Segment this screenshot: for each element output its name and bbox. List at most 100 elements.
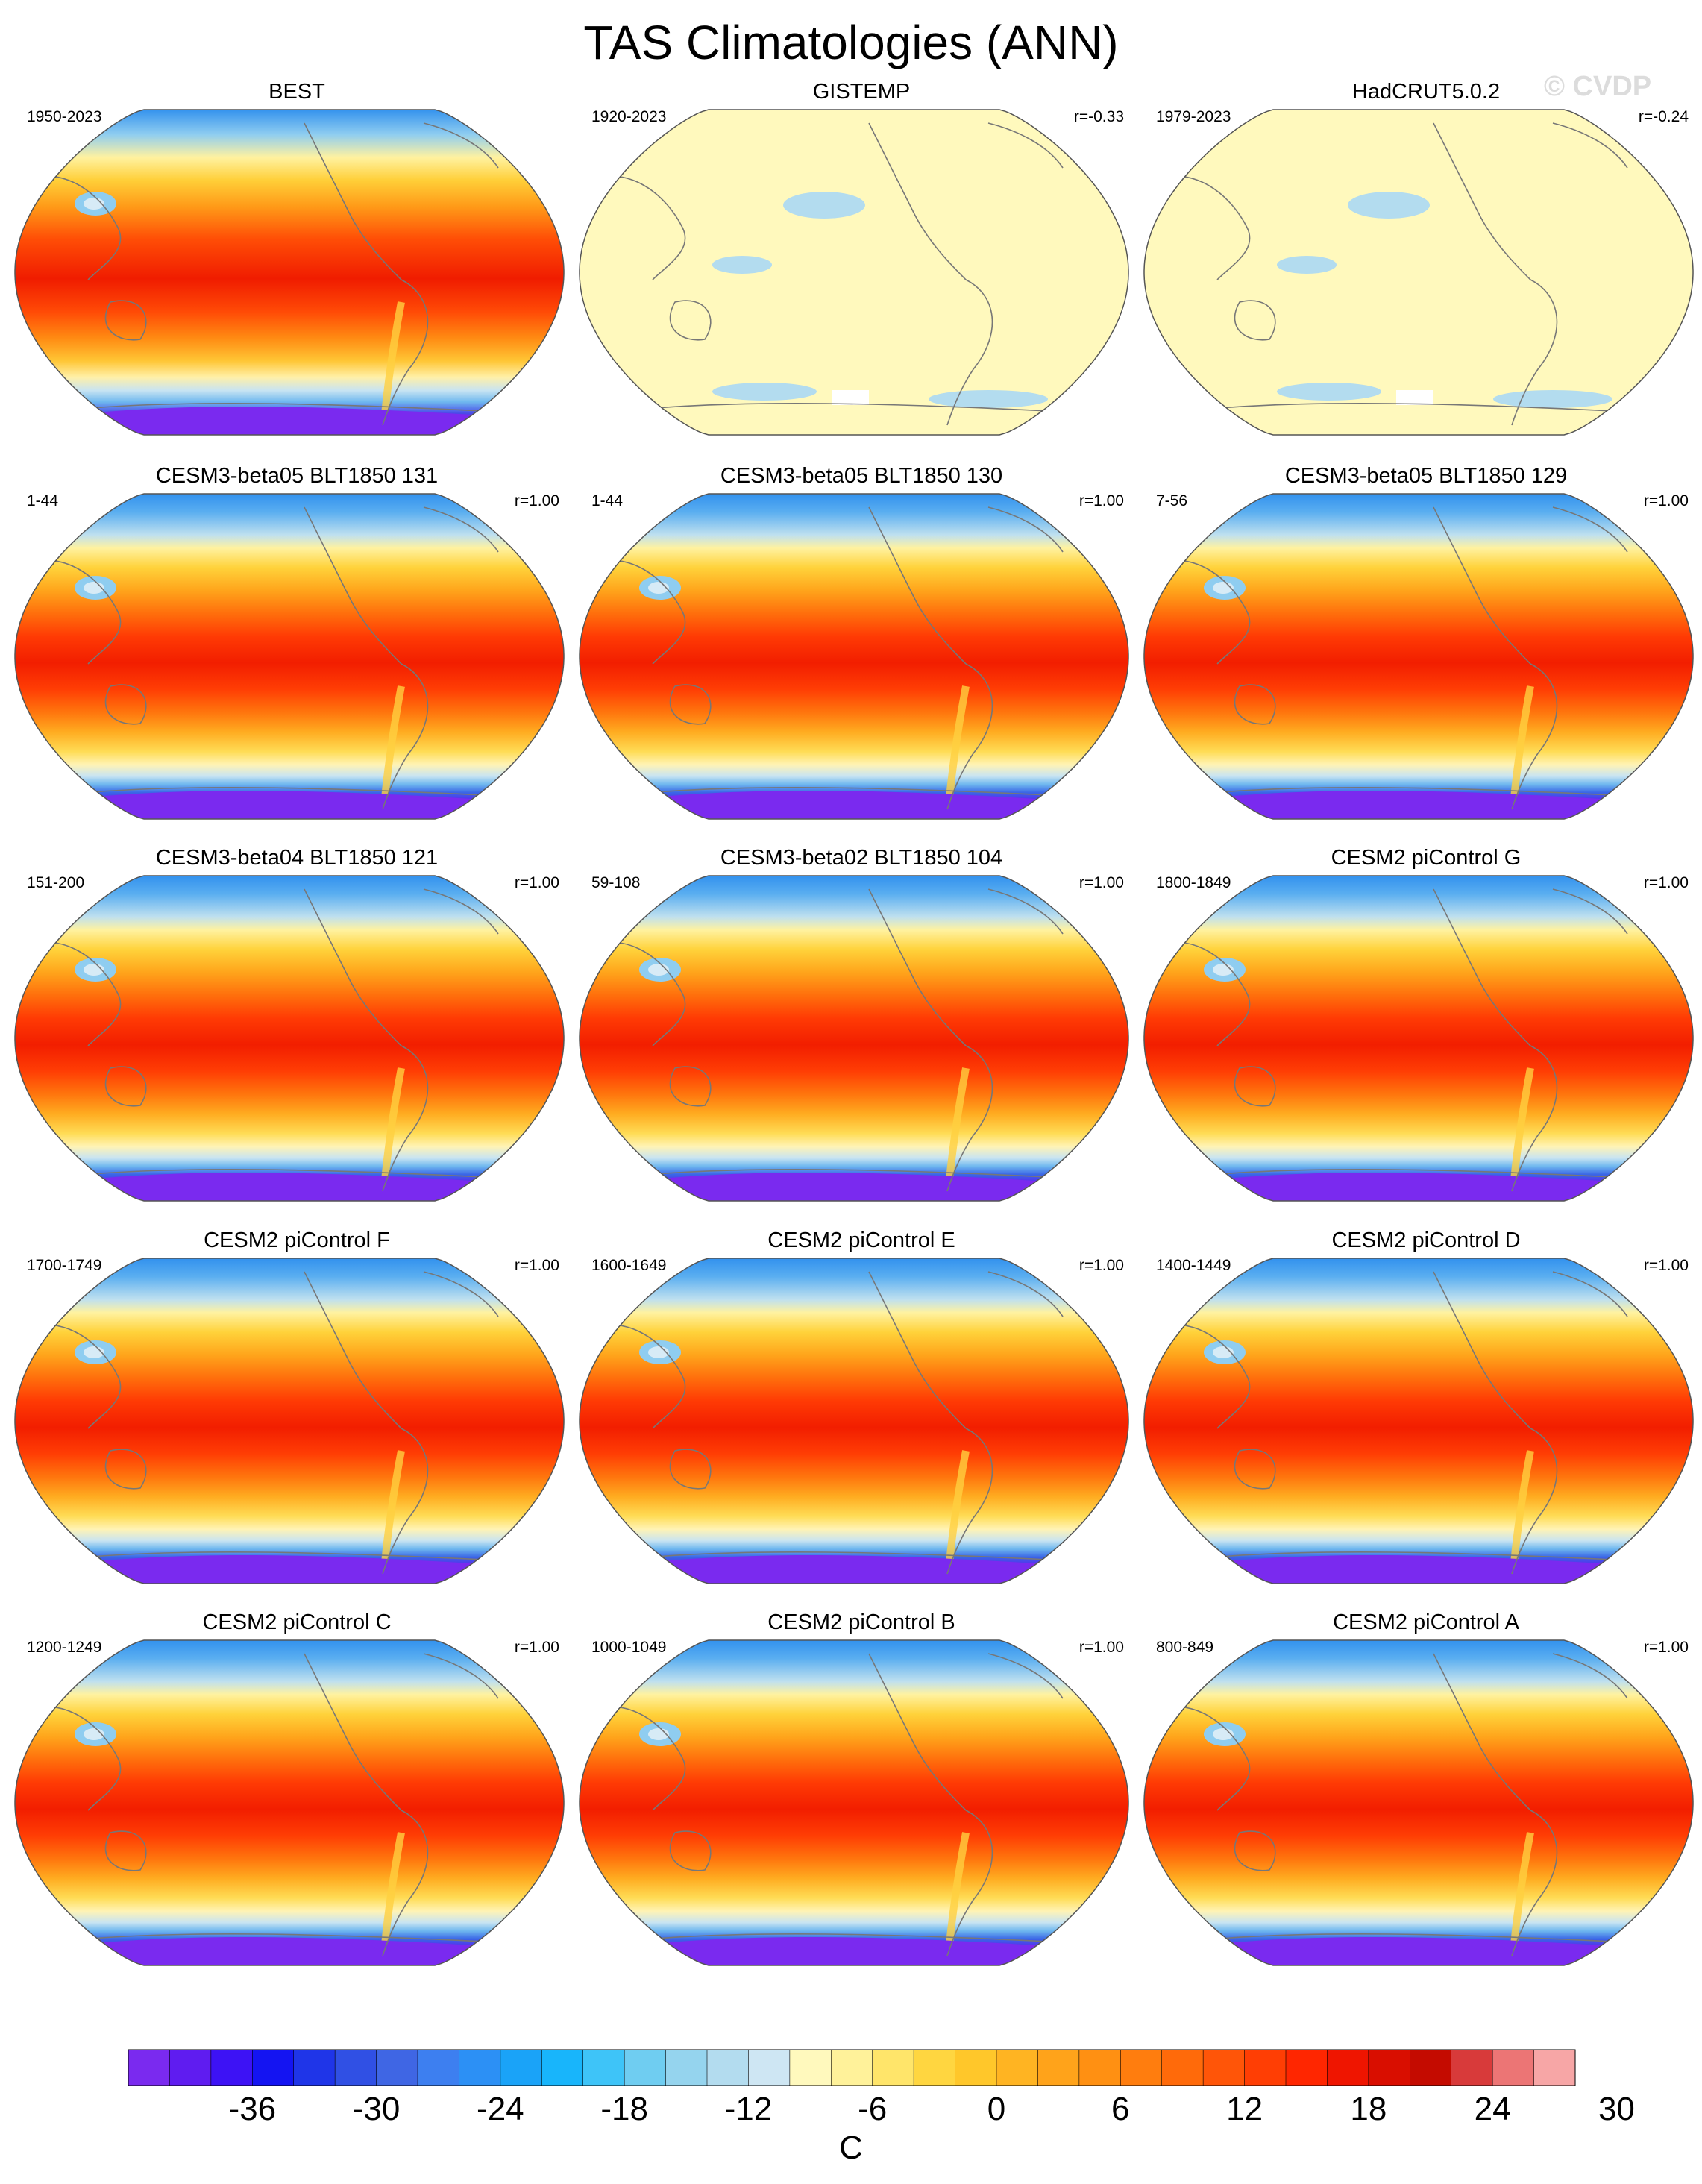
map-canvas <box>14 1639 565 1966</box>
panel-period: 1920-2023 <box>591 108 667 125</box>
map-outline <box>1143 875 1694 1202</box>
colorbar-frame <box>128 2049 1576 2086</box>
panel-period: 1979-2023 <box>1156 108 1231 125</box>
map-panel: CESM3-beta04 BLT1850 121 151-200 r=1.00 <box>13 846 580 1219</box>
antarctic-ice <box>51 791 528 819</box>
panel-title: CESM2 piControl F <box>204 1228 390 1252</box>
colorbar-swatch <box>1161 2050 1204 2086</box>
panel-period: 1950-2023 <box>27 108 102 125</box>
panel-title: CESM3-beta05 BLT1850 131 <box>155 464 439 488</box>
colorbar-tick-label: 24 <box>1475 2091 1511 2127</box>
colorbar-swatch <box>169 2050 212 2086</box>
antarctic-ice <box>1180 1937 1657 1965</box>
colorbar-swatch <box>459 2050 501 2086</box>
colorbar-swatch <box>748 2050 791 2086</box>
colorbar-swatch <box>1203 2050 1246 2086</box>
map-canvas <box>579 875 1129 1202</box>
map-outline <box>1143 1258 1694 1584</box>
panel-period: 7-56 <box>1156 492 1188 509</box>
map-panel: CESM3-beta05 BLT1850 129 7-56 r=1.00 <box>1143 464 1702 837</box>
map-panel: CESM2 piControl C 1200-1249 r=1.00 <box>13 1610 580 1983</box>
map-panel: CESM2 piControl G 1800-1849 r=1.00 <box>1143 846 1702 1219</box>
panel-title: BEST <box>269 80 325 104</box>
map-canvas <box>14 109 565 436</box>
colorbar-swatch <box>1120 2050 1163 2086</box>
map-canvas <box>1143 109 1694 436</box>
panel-correlation: r=1.00 <box>1643 1257 1689 1274</box>
colorbar-tick-label: 30 <box>1598 2091 1635 2127</box>
antarctic-ice <box>1180 791 1657 819</box>
colorbar-swatch <box>252 2050 295 2086</box>
map-panel: BEST 1950-2023 <box>13 80 580 453</box>
map-canvas <box>1143 493 1694 820</box>
panel-correlation: r=1.00 <box>1643 492 1689 509</box>
map-canvas <box>1143 1639 1694 1966</box>
figure-title: TAS Climatologies (ANN) <box>583 16 1119 69</box>
panel-correlation: r=1.00 <box>1078 874 1124 891</box>
map-canvas <box>579 493 1129 820</box>
colorbar-swatch <box>1078 2050 1121 2086</box>
colorbar-swatch <box>293 2050 336 2086</box>
map-panel: CESM2 piControl E 1600-1649 r=1.00 <box>578 1228 1145 1601</box>
colorbar-tick-label: 18 <box>1350 2091 1387 2127</box>
antarctic-ice <box>51 407 528 435</box>
temperature-field <box>580 1258 1128 1584</box>
map-canvas <box>1143 875 1694 1202</box>
colorbar-swatch <box>1451 2050 1493 2086</box>
colorbar-swatch <box>1368 2050 1410 2086</box>
panel-period: 1-44 <box>591 492 624 509</box>
temperature-field <box>580 494 1128 819</box>
colorbar-tick-label: 12 <box>1226 2091 1263 2127</box>
panel-title: CESM2 piControl B <box>767 1610 955 1634</box>
colorbar-tick-label: -12 <box>725 2091 773 2127</box>
antarctic-ice <box>615 1555 1093 1584</box>
map-panel: HadCRUT5.0.2 1979-2023 r=-0.24 <box>1143 80 1702 453</box>
colorbar-swatch <box>665 2050 708 2086</box>
panel-correlation: r=1.00 <box>1078 492 1124 509</box>
colorbar-swatch <box>210 2050 253 2086</box>
panel-title: HadCRUT5.0.2 <box>1351 80 1501 104</box>
panel-title: CESM3-beta02 BLT1850 104 <box>720 846 1003 870</box>
temperature-field <box>1144 1258 1693 1584</box>
temperature-field <box>1144 1640 1693 1965</box>
panel-correlation: r=1.00 <box>514 1639 559 1656</box>
anomaly-field <box>580 110 1128 435</box>
map-outline <box>14 875 565 1202</box>
colorbar-swatch <box>128 2050 170 2086</box>
map-panel: GISTEMP 1920-2023 r=-0.33 <box>578 80 1145 453</box>
colorbar-swatch <box>376 2050 418 2086</box>
map-panel: CESM2 piControl F 1700-1749 r=1.00 <box>13 1228 580 1601</box>
antarctic-ice <box>51 1555 528 1584</box>
panel-period: 151-200 <box>27 874 85 891</box>
map-panel: CESM2 piControl A 800-849 r=1.00 <box>1143 1610 1702 1983</box>
map-canvas <box>14 493 565 820</box>
panel-correlation: r=1.00 <box>514 874 559 891</box>
colorbar-swatch <box>1286 2050 1328 2086</box>
temperature-field <box>15 1640 564 1965</box>
map-canvas <box>579 109 1129 436</box>
panel-period: 1800-1849 <box>1156 874 1231 891</box>
colorbar-swatch <box>1492 2050 1535 2086</box>
temperature-field <box>580 876 1128 1201</box>
temperature-field <box>580 1640 1128 1965</box>
colorbar-swatch <box>1037 2050 1080 2086</box>
panel-period: 59-108 <box>591 874 641 891</box>
colorbar-swatch <box>418 2050 459 2086</box>
map-outline <box>14 1258 565 1584</box>
map-outline <box>14 109 565 436</box>
colorbar-swatch <box>872 2050 914 2086</box>
map-panel: CESM3-beta05 BLT1850 130 1-44 r=1.00 <box>578 464 1145 837</box>
panel-period: 1700-1749 <box>27 1257 102 1274</box>
panel-correlation: r=1.00 <box>514 1257 559 1274</box>
colorbar-swatch <box>335 2050 377 2086</box>
cvdp-watermark: © CVDP <box>1544 71 1652 102</box>
colorbar-swatch <box>1244 2050 1287 2086</box>
temperature-field <box>15 1258 564 1584</box>
colorbar-swatch <box>955 2050 997 2086</box>
colorbar-swatch <box>1410 2050 1452 2086</box>
map-canvas <box>14 1258 565 1584</box>
colorbar-tick-label: -30 <box>353 2091 401 2127</box>
colorbar-swatch <box>1533 2050 1576 2086</box>
panel-correlation: r=1.00 <box>1643 874 1689 891</box>
panel-period: 1200-1249 <box>27 1639 102 1656</box>
